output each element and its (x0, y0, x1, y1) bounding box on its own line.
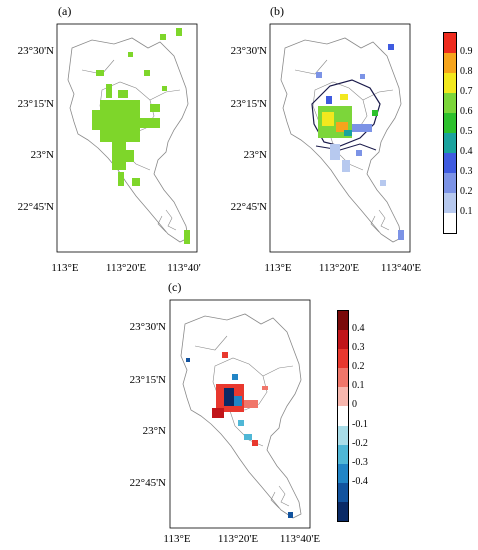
colorbar-c-swatch (338, 368, 348, 388)
colorbar-b-swatch (444, 213, 456, 233)
y-tick-b-1: 23°30'N (230, 45, 267, 57)
colorbar-b-swatch (444, 193, 456, 213)
colorbar-b-swatch (444, 53, 456, 73)
x-tick-b-1: 113°E (264, 262, 292, 274)
x-tick-a-1: 113°E (51, 262, 79, 274)
colorbar-c-label: 0.2 (352, 361, 365, 373)
x-tick-b-2: 113°20'E (318, 262, 360, 274)
colorbar-c-swatch (338, 406, 348, 426)
colorbar-b-label: 0.8 (460, 66, 473, 77)
y-tick-a-2: 23°15'N (17, 98, 54, 110)
colorbar-b-label: 0.4 (460, 146, 473, 157)
colorbar-c-swatch (338, 482, 348, 502)
panel-b-map (269, 23, 411, 253)
colorbar-c-label: 0 (352, 399, 357, 411)
colorbar-c-swatch (338, 311, 348, 331)
colorbar-c-swatch (338, 444, 348, 464)
colorbar-c-swatch (338, 501, 348, 522)
y-tick-a-1: 23°30'N (17, 45, 54, 57)
colorbar-c-swatch (338, 349, 348, 369)
colorbar-c-label: 0.4 (352, 323, 365, 335)
colorbar-b-label: 0.7 (460, 86, 473, 97)
colorbar-c-label: -0.1 (352, 418, 368, 430)
panel-b-data (316, 44, 404, 240)
colorbar-b-swatch (444, 33, 456, 53)
colorbar-c-swatch (338, 387, 348, 407)
y-tick-a-4: 22°45'N (17, 201, 54, 213)
x-tick-c-2: 113°20'E (217, 533, 259, 545)
y-tick-c-4: 22°45'N (129, 477, 166, 489)
colorbar-b-swatch (444, 73, 456, 93)
colorbar-c-label: 0.1 (352, 380, 365, 392)
y-tick-c-2: 23°15'N (129, 374, 166, 386)
colorbar-b-label: 0.5 (460, 126, 473, 137)
colorbar-c-label: -0.2 (352, 437, 368, 449)
colorbar-b-label: 0.1 (460, 206, 473, 217)
colorbar-c-label: 0.3 (352, 342, 365, 354)
colorbar-b-label: 0.9 (460, 46, 473, 57)
y-tick-b-3: 23°N (243, 149, 267, 161)
x-tick-a-2: 113°20'E (105, 262, 147, 274)
panel-a-map (56, 23, 198, 253)
panel-c-data (186, 352, 293, 518)
panel-label-a: (a) (58, 4, 72, 18)
panel-c-map (169, 299, 311, 529)
y-tick-b-2: 23°15'N (230, 98, 267, 110)
colorbar-c-swatch (338, 425, 348, 445)
panel-label-b: (b) (270, 4, 284, 18)
colorbar-b-swatch (444, 173, 456, 193)
colorbar-b-label: 0.3 (460, 166, 473, 177)
colorbar-b-label: 0.2 (460, 186, 473, 197)
y-tick-c-3: 23°N (142, 425, 166, 437)
y-tick-b-4: 22°45'N (230, 201, 267, 213)
colorbar-b-swatch (444, 113, 456, 133)
colorbar-c-swatch (338, 330, 348, 350)
colorbar-b-label: 0.6 (460, 106, 473, 117)
colorbar-c-swatch (338, 463, 348, 483)
colorbar-c-label: -0.3 (352, 456, 368, 468)
colorbar-b (443, 32, 457, 234)
colorbar-b-swatch (444, 133, 456, 153)
panel-label-c: (c) (168, 280, 182, 294)
y-tick-a-3: 23°N (30, 149, 54, 161)
colorbar-b-swatch (444, 93, 456, 113)
colorbar-b-swatch (444, 153, 456, 173)
x-tick-c-1: 113°E (163, 533, 191, 545)
panel-a-data (92, 28, 190, 244)
x-tick-c-3: 113°40'E (279, 533, 321, 545)
x-tick-b-3: 113°40'E (380, 262, 422, 274)
colorbar-c-label: -0.4 (352, 475, 368, 487)
x-tick-a-3: 113°40' (167, 262, 201, 274)
y-tick-c-1: 23°30'N (129, 321, 166, 333)
colorbar-c (337, 310, 349, 522)
